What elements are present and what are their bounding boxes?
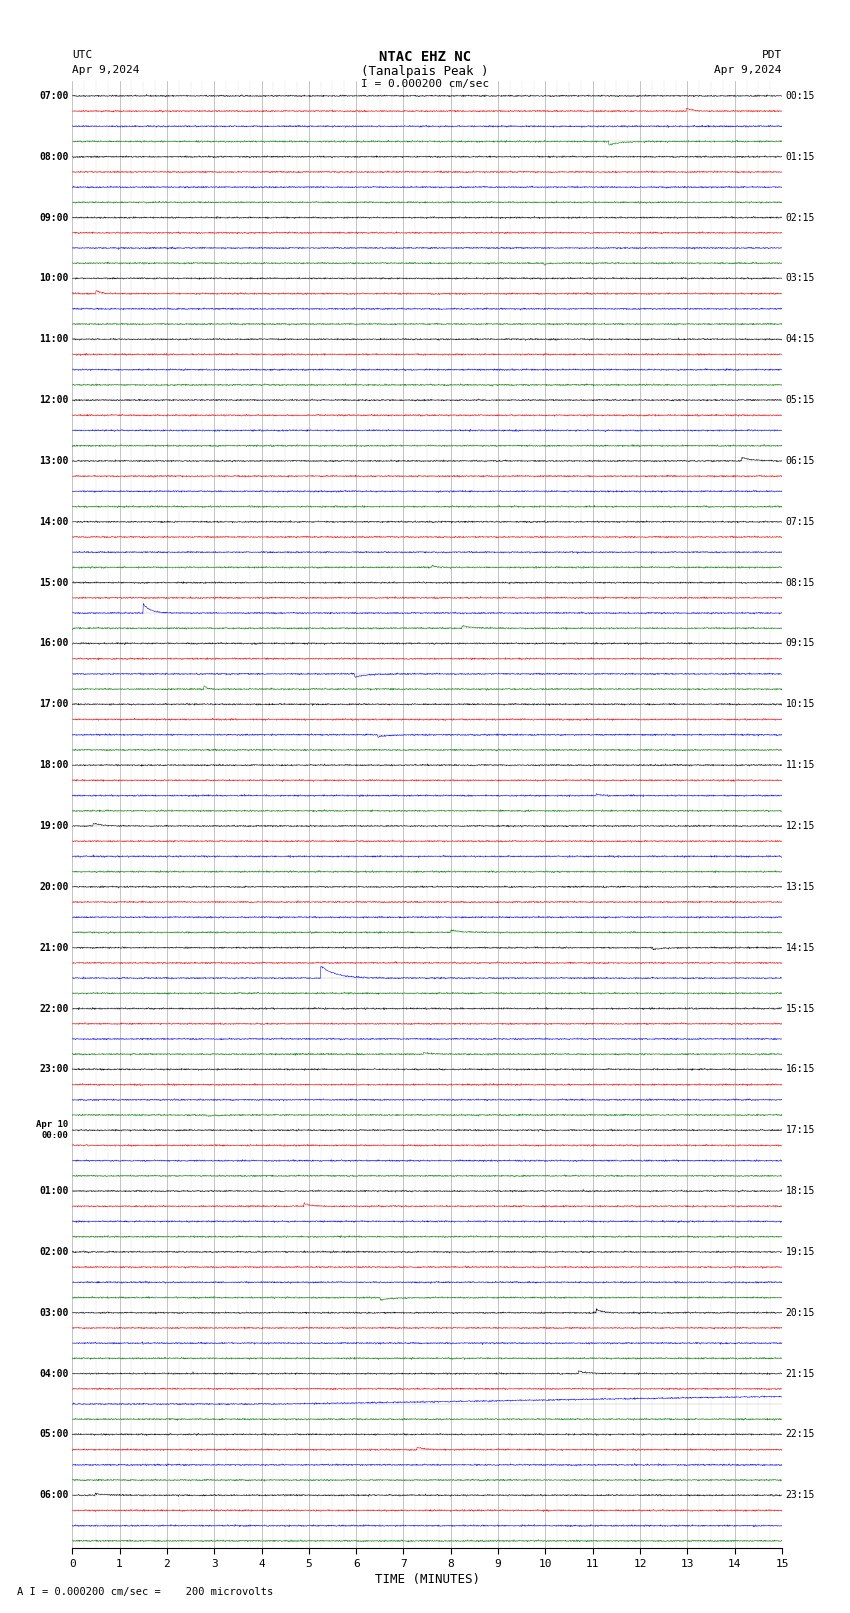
Text: 15:15: 15:15 [785, 1003, 815, 1013]
Text: 13:00: 13:00 [39, 456, 69, 466]
Text: 04:15: 04:15 [785, 334, 815, 344]
Text: 12:00: 12:00 [39, 395, 69, 405]
Text: 11:00: 11:00 [39, 334, 69, 344]
Text: 03:00: 03:00 [39, 1308, 69, 1318]
Text: 23:00: 23:00 [39, 1065, 69, 1074]
Text: 21:15: 21:15 [785, 1368, 815, 1379]
Text: 09:00: 09:00 [39, 213, 69, 223]
Text: 06:00: 06:00 [39, 1490, 69, 1500]
Text: UTC: UTC [72, 50, 93, 60]
Text: 21:00: 21:00 [39, 942, 69, 953]
Text: Apr 9,2024: Apr 9,2024 [72, 65, 139, 74]
Text: 18:15: 18:15 [785, 1186, 815, 1195]
Text: 02:15: 02:15 [785, 213, 815, 223]
Text: 05:00: 05:00 [39, 1429, 69, 1439]
Text: A I = 0.000200 cm/sec =    200 microvolts: A I = 0.000200 cm/sec = 200 microvolts [17, 1587, 273, 1597]
Text: PDT: PDT [762, 50, 782, 60]
Text: Apr 10
00:00: Apr 10 00:00 [37, 1121, 69, 1140]
Text: 17:00: 17:00 [39, 700, 69, 710]
Text: 13:15: 13:15 [785, 882, 815, 892]
Text: 07:15: 07:15 [785, 516, 815, 527]
Text: 01:15: 01:15 [785, 152, 815, 161]
Text: 23:15: 23:15 [785, 1490, 815, 1500]
Text: 08:15: 08:15 [785, 577, 815, 587]
Text: 19:15: 19:15 [785, 1247, 815, 1257]
Text: 16:15: 16:15 [785, 1065, 815, 1074]
Text: 06:15: 06:15 [785, 456, 815, 466]
Text: I = 0.000200 cm/sec: I = 0.000200 cm/sec [361, 79, 489, 89]
Text: 04:00: 04:00 [39, 1368, 69, 1379]
Text: 02:00: 02:00 [39, 1247, 69, 1257]
Text: 00:15: 00:15 [785, 90, 815, 102]
Text: NTAC EHZ NC: NTAC EHZ NC [379, 50, 471, 65]
Text: 12:15: 12:15 [785, 821, 815, 831]
Text: 15:00: 15:00 [39, 577, 69, 587]
Text: 22:15: 22:15 [785, 1429, 815, 1439]
Text: 16:00: 16:00 [39, 639, 69, 648]
Text: 11:15: 11:15 [785, 760, 815, 769]
Text: 05:15: 05:15 [785, 395, 815, 405]
Text: 01:00: 01:00 [39, 1186, 69, 1195]
Text: 17:15: 17:15 [785, 1126, 815, 1136]
Text: (Tanalpais Peak ): (Tanalpais Peak ) [361, 65, 489, 77]
Text: 14:15: 14:15 [785, 942, 815, 953]
Text: 14:00: 14:00 [39, 516, 69, 527]
X-axis label: TIME (MINUTES): TIME (MINUTES) [375, 1573, 479, 1586]
Text: 09:15: 09:15 [785, 639, 815, 648]
Text: Apr 9,2024: Apr 9,2024 [715, 65, 782, 74]
Text: 10:00: 10:00 [39, 273, 69, 284]
Text: 19:00: 19:00 [39, 821, 69, 831]
Text: 08:00: 08:00 [39, 152, 69, 161]
Text: 20:00: 20:00 [39, 882, 69, 892]
Text: 10:15: 10:15 [785, 700, 815, 710]
Text: 03:15: 03:15 [785, 273, 815, 284]
Text: 07:00: 07:00 [39, 90, 69, 102]
Text: 20:15: 20:15 [785, 1308, 815, 1318]
Text: 18:00: 18:00 [39, 760, 69, 769]
Text: 22:00: 22:00 [39, 1003, 69, 1013]
